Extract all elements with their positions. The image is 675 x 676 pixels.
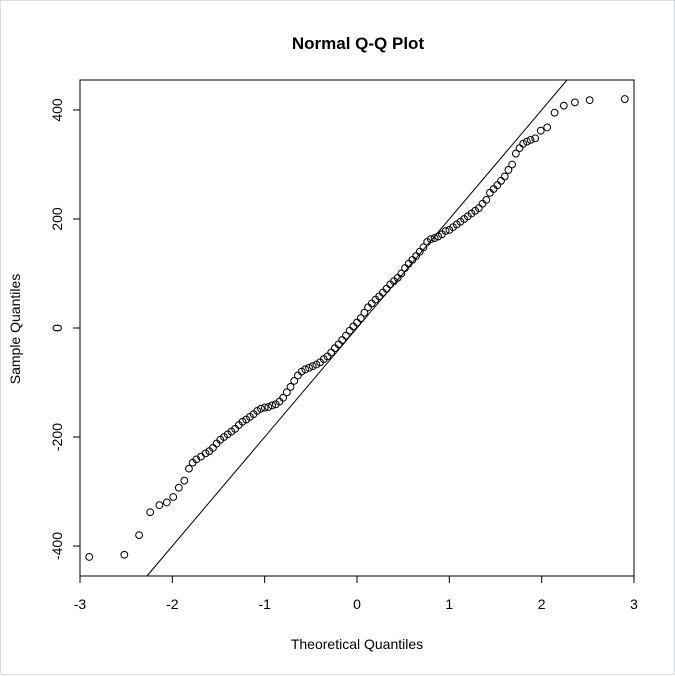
reference-line xyxy=(146,79,568,577)
data-point xyxy=(349,322,358,331)
data-point xyxy=(135,531,143,540)
data-point xyxy=(155,501,164,510)
x-tick-label: 1 xyxy=(445,596,453,612)
data-point xyxy=(305,363,313,372)
data-point xyxy=(294,371,302,380)
data-point xyxy=(120,550,129,559)
y-tick-label: 0 xyxy=(49,324,65,332)
x-axis: -3 -2 -1 0 1 2 3 xyxy=(74,575,638,612)
data-point xyxy=(353,318,361,327)
data-point xyxy=(620,95,629,103)
data-point xyxy=(364,303,372,312)
data-point xyxy=(486,188,494,197)
data-point xyxy=(426,235,435,244)
x-tick-label: 3 xyxy=(630,596,638,612)
data-point xyxy=(367,299,376,308)
data-point xyxy=(515,144,524,153)
points-group xyxy=(85,95,629,561)
data-point xyxy=(497,176,505,185)
y-axis-label: Sample Quantiles xyxy=(7,274,23,385)
data-point xyxy=(146,508,155,517)
x-tick-label: 0 xyxy=(353,596,361,612)
data-point xyxy=(550,108,559,117)
data-point xyxy=(559,101,568,110)
data-point xyxy=(342,331,350,340)
data-point xyxy=(356,314,365,323)
y-tick-label: 400 xyxy=(49,98,65,122)
data-point xyxy=(536,126,545,135)
reference-line-group xyxy=(146,79,568,577)
data-point xyxy=(169,493,178,501)
data-point xyxy=(478,199,487,208)
data-point xyxy=(397,269,406,278)
data-point xyxy=(441,227,450,235)
data-point xyxy=(526,136,535,144)
data-point xyxy=(290,376,299,385)
data-point xyxy=(308,362,317,371)
data-point xyxy=(180,476,189,485)
data-point xyxy=(378,288,387,297)
data-point xyxy=(571,98,579,107)
data-point xyxy=(268,401,276,410)
y-tick-label: -200 xyxy=(49,423,65,451)
data-point xyxy=(419,243,428,252)
data-point xyxy=(85,553,94,561)
y-tick-label: -400 xyxy=(49,532,65,560)
data-point xyxy=(327,348,336,357)
x-axis-label: Theoretical Quantiles xyxy=(291,636,423,652)
data-point xyxy=(330,344,339,353)
data-point xyxy=(260,403,269,412)
data-point xyxy=(360,308,369,317)
data-point xyxy=(382,284,391,293)
y-axis: -400 -200 0 200 400 xyxy=(49,98,81,560)
x-tick-label: -3 xyxy=(74,596,87,612)
data-point xyxy=(174,483,183,492)
data-point xyxy=(279,393,288,402)
data-point xyxy=(511,149,520,158)
data-point xyxy=(338,336,347,344)
data-point xyxy=(489,185,498,193)
data-point xyxy=(264,403,273,411)
data-point xyxy=(286,382,295,391)
data-point xyxy=(430,234,439,242)
data-point xyxy=(508,160,517,169)
x-tick-label: 2 xyxy=(538,596,546,612)
data-point xyxy=(543,123,552,132)
data-point xyxy=(334,340,343,349)
data-point xyxy=(522,137,531,146)
data-point xyxy=(162,498,171,507)
data-point xyxy=(301,365,310,374)
data-point xyxy=(500,172,509,181)
x-tick-label: -2 xyxy=(166,596,179,612)
data-point xyxy=(493,181,502,190)
data-point xyxy=(531,134,540,143)
y-tick-label: 200 xyxy=(49,207,65,231)
chart-title: Normal Q-Q Plot xyxy=(292,34,425,53)
x-tick-label: -1 xyxy=(258,596,271,612)
data-point xyxy=(504,166,513,174)
data-point xyxy=(212,439,221,448)
data-point xyxy=(185,464,193,473)
data-point xyxy=(282,388,291,397)
data-point xyxy=(345,326,354,335)
data-point xyxy=(482,196,491,204)
data-point xyxy=(585,96,594,105)
data-point xyxy=(257,404,265,413)
data-point xyxy=(192,455,201,464)
